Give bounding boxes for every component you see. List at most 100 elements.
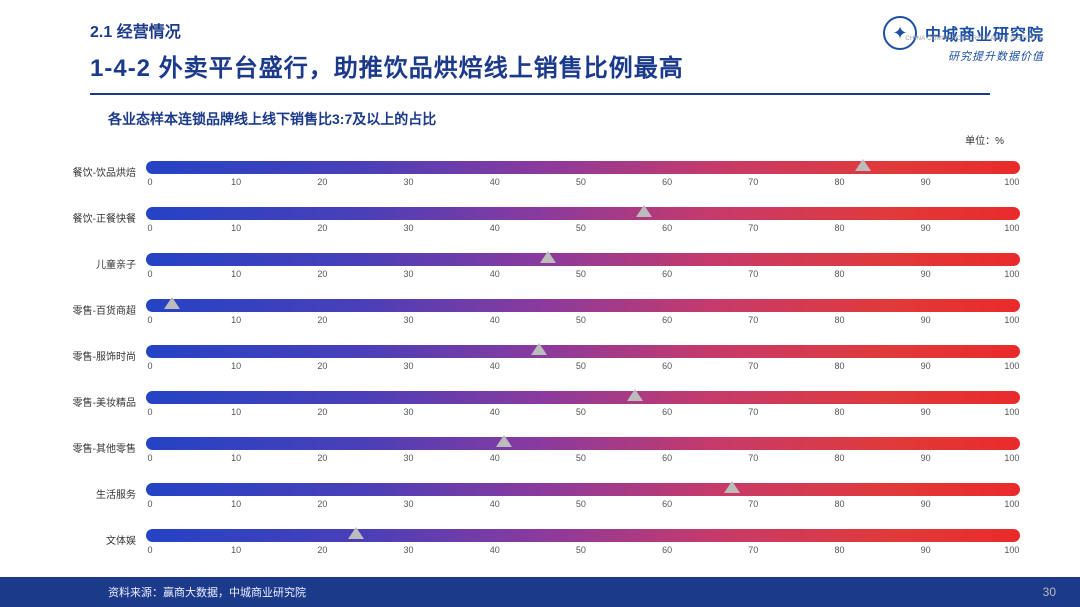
chart-row: 餐饮-饮品烘焙0102030405060708090100 (60, 151, 1020, 197)
value-marker (348, 527, 364, 539)
footer-bar: 资料来源：赢商大数据，中城商业研究院 (0, 577, 1080, 607)
tick-label: 30 (401, 361, 417, 371)
gradient-track (146, 299, 1020, 312)
tick-label: 60 (659, 269, 675, 279)
tick-label: 80 (832, 269, 848, 279)
tick-label: 90 (918, 269, 934, 279)
tick-label: 10 (228, 269, 244, 279)
tick-label: 20 (314, 269, 330, 279)
tick-label: 30 (401, 315, 417, 325)
tick-label: 100 (1004, 453, 1020, 463)
chart-row: 零售-其他零售0102030405060708090100 (60, 427, 1020, 473)
tick-label: 40 (487, 269, 503, 279)
tick-label: 80 (832, 545, 848, 555)
tick-label: 10 (228, 453, 244, 463)
tick-label: 40 (487, 453, 503, 463)
page-title: 1-4-2 外卖平台盛行，助推饮品烘焙线上销售比例最高 (90, 48, 1080, 83)
tick-label: 60 (659, 223, 675, 233)
tick-label: 80 (832, 499, 848, 509)
tick-label: 90 (918, 545, 934, 555)
logo-slogan: 研究提升数据价值 (948, 48, 1044, 64)
value-marker (540, 251, 556, 263)
tick-label: 90 (918, 223, 934, 233)
tick-label: 50 (573, 453, 589, 463)
tick-label: 80 (832, 177, 848, 187)
category-label: 零售-美妆精品 (60, 398, 146, 410)
tick-row: 0102030405060708090100 (146, 407, 1020, 417)
track-wrap: 0102030405060708090100 (146, 529, 1020, 555)
tick-label: 50 (573, 361, 589, 371)
tick-row: 0102030405060708090100 (146, 177, 1020, 187)
gradient-track (146, 437, 1020, 450)
tick-label: 30 (401, 499, 417, 509)
logo-brand-en: CHINA COMMERCIAL RESEARCH INSTITUTE (905, 36, 1044, 42)
tick-label: 100 (1004, 407, 1020, 417)
gradient-track (146, 345, 1020, 358)
gradient-track (146, 161, 1020, 174)
tick-label: 70 (745, 407, 761, 417)
tick-label: 80 (832, 223, 848, 233)
tick-label: 100 (1004, 545, 1020, 555)
tick-label: 10 (228, 315, 244, 325)
chart-row: 餐饮-正餐快餐0102030405060708090100 (60, 197, 1020, 243)
track-wrap: 0102030405060708090100 (146, 437, 1020, 463)
tick-label: 100 (1004, 223, 1020, 233)
gradient-track (146, 529, 1020, 542)
tick-label: 10 (228, 223, 244, 233)
chart-row: 文体娱0102030405060708090100 (60, 519, 1020, 565)
unit-label: 单位：% (965, 132, 1004, 147)
logo-block: ✦ 中城商业研究院 (883, 16, 1044, 50)
chart-subtitle: 各业态样本连锁品牌线上线下销售比3:7及以上的占比 (108, 109, 1080, 129)
tick-label: 30 (401, 269, 417, 279)
tick-label: 20 (314, 177, 330, 187)
tick-label: 40 (487, 499, 503, 509)
tick-label: 90 (918, 361, 934, 371)
title-divider (90, 93, 990, 95)
tick-label: 0 (142, 315, 158, 325)
category-label: 餐饮-饮品烘焙 (60, 168, 146, 180)
tick-label: 70 (745, 315, 761, 325)
tick-label: 30 (401, 407, 417, 417)
tick-label: 100 (1004, 499, 1020, 509)
tick-label: 0 (142, 407, 158, 417)
tick-label: 40 (487, 223, 503, 233)
tick-row: 0102030405060708090100 (146, 499, 1020, 509)
tick-label: 60 (659, 499, 675, 509)
tick-label: 0 (142, 361, 158, 371)
tick-label: 10 (228, 499, 244, 509)
tick-label: 70 (745, 545, 761, 555)
tick-label: 100 (1004, 269, 1020, 279)
tick-row: 0102030405060708090100 (146, 315, 1020, 325)
category-label: 文体娱 (60, 536, 146, 548)
track-wrap: 0102030405060708090100 (146, 391, 1020, 417)
tick-label: 30 (401, 545, 417, 555)
tick-label: 20 (314, 223, 330, 233)
tick-label: 80 (832, 315, 848, 325)
tick-label: 40 (487, 361, 503, 371)
tick-label: 60 (659, 361, 675, 371)
tick-label: 0 (142, 223, 158, 233)
category-label: 儿童亲子 (60, 260, 146, 272)
tick-row: 0102030405060708090100 (146, 453, 1020, 463)
value-marker (164, 297, 180, 309)
value-marker (855, 159, 871, 171)
tick-label: 60 (659, 407, 675, 417)
tick-label: 40 (487, 407, 503, 417)
category-label: 零售-服饰时尚 (60, 352, 146, 364)
tick-label: 60 (659, 177, 675, 187)
slider-chart: 餐饮-饮品烘焙0102030405060708090100餐饮-正餐快餐0102… (60, 151, 1020, 565)
tick-label: 20 (314, 407, 330, 417)
tick-label: 30 (401, 453, 417, 463)
tick-label: 80 (832, 453, 848, 463)
tick-label: 0 (142, 453, 158, 463)
category-label: 餐饮-正餐快餐 (60, 214, 146, 226)
tick-label: 50 (573, 177, 589, 187)
tick-label: 50 (573, 499, 589, 509)
tick-label: 90 (918, 407, 934, 417)
gradient-track (146, 253, 1020, 266)
tick-label: 70 (745, 269, 761, 279)
tick-label: 40 (487, 177, 503, 187)
tick-label: 0 (142, 269, 158, 279)
tick-label: 20 (314, 499, 330, 509)
tick-label: 70 (745, 177, 761, 187)
